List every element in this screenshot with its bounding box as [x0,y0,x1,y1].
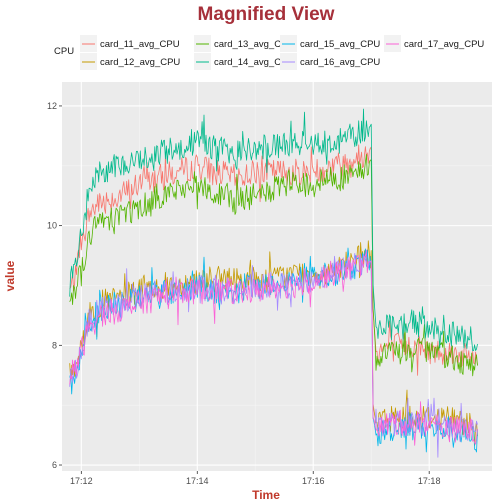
series-group [69,108,478,458]
y-tick-label: 8 [52,340,57,350]
legend-title: CPU [54,46,74,57]
legend-label: card_13_avg_CPU [214,39,294,50]
legend-item: card_15_avg_CPU [280,35,380,52]
x-tick-label: 17:12 [70,476,93,486]
legend-item: card_11_avg_CPU [80,35,180,52]
y-axis-title: value [3,260,17,291]
legend-label: card_11_avg_CPU [100,39,180,50]
x-tick-label: 17:14 [186,476,209,486]
series-line [69,249,478,446]
legend-label: card_17_avg_CPU [404,39,484,50]
legend-label: card_12_avg_CPU [100,57,180,68]
x-tick-label: 17:18 [418,476,441,486]
series-line [69,108,478,352]
x-tick-label: 17:16 [302,476,325,486]
legend-item: card_12_avg_CPU [80,53,180,70]
y-axis-ticks: 6 8 10 12 [47,101,62,470]
chart-title: Magnified View [198,4,335,25]
y-tick-label: 12 [47,101,57,111]
legend-label: card_16_avg_CPU [300,57,380,68]
legend-item: card_14_avg_CPU [194,53,294,70]
y-tick-label: 6 [52,460,57,470]
series-line [69,253,478,458]
series-line [69,154,478,377]
legend: card_11_avg_CPU card_12_avg_CPU card_13_av… [80,35,484,70]
legend-label: card_15_avg_CPU [300,39,380,50]
y-tick-label: 10 [47,221,57,231]
x-axis-ticks: 17:12 17:14 17:16 17:18 [70,471,440,486]
legend-label: card_14_avg_CPU [214,57,294,68]
x-axis-title: Time [252,488,280,502]
legend-item: card_13_avg_CPU [194,35,294,52]
legend-item: card_16_avg_CPU [280,53,380,70]
legend-item: card_17_avg_CPU [384,35,484,52]
